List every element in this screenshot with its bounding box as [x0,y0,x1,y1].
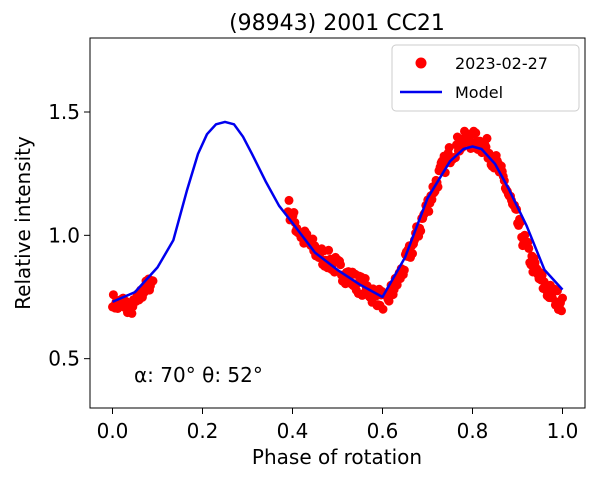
observation-point [427,195,437,205]
x-tick-label: 0.2 [187,419,219,443]
observation-point [289,208,299,217]
observation-point [324,245,334,255]
model-series [112,120,564,304]
observation-point [284,195,294,205]
observation-point [384,296,394,306]
x-tick-label: 0.4 [277,419,309,443]
y-tick-label: 0.5 [48,347,80,371]
scatter-series [108,126,567,318]
legend-box [391,44,580,112]
observation-point [471,128,481,138]
orientation-annotation: α: 70° θ: 52° [134,363,263,387]
chart-title: (98943) 2001 CC21 [229,11,445,36]
y-tick-label: 1.5 [48,100,80,124]
observation-point [360,274,370,283]
observation-point [482,133,492,143]
observation-point [108,290,118,300]
x-tick-label: 1.0 [547,419,579,443]
legend-marker-observations [415,57,427,69]
legend: 2023-02-27 Model [391,44,580,112]
observation-point [336,260,345,270]
observation-point [558,293,567,303]
y-axis-label: Relative intensity [11,136,35,310]
observation-point [399,265,409,275]
observation-point [424,206,434,216]
observation-point [552,286,562,296]
observation-point [557,306,566,316]
legend-label-model: Model [455,83,503,102]
x-tick-label: 0.6 [367,419,399,443]
y-axis-ticks: 0.5 1.0 1.5 [48,100,90,371]
observation-point [127,308,137,318]
legend-label-observations: 2023-02-27 [455,54,548,73]
y-tick-label: 1.0 [48,223,80,247]
observation-point [444,143,454,152]
x-tick-label: 0.8 [457,419,489,443]
model-line [112,120,564,304]
x-axis-ticks: 0.0 0.2 0.4 0.6 0.8 1.0 [97,408,579,443]
x-axis-label: Phase of rotation [252,445,422,469]
x-tick-label: 0.0 [97,419,129,443]
observation-point [148,276,158,286]
plot-area [89,37,586,409]
observation-point [524,243,534,253]
observation-point [408,249,417,259]
observation-point [378,304,388,314]
observation-point [416,226,426,236]
